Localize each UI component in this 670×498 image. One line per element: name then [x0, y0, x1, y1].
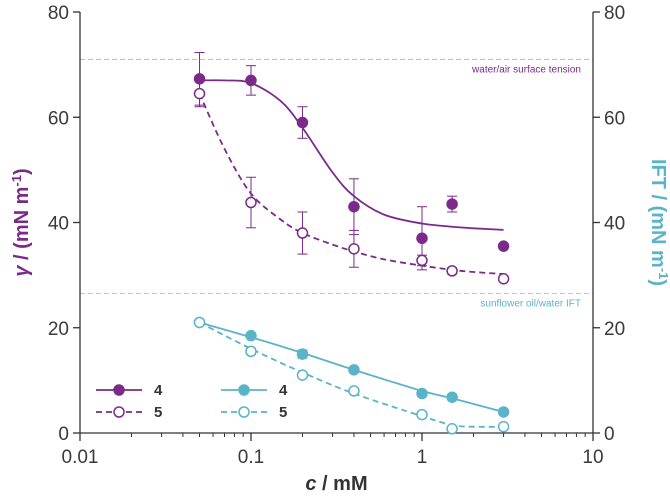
legend-label: 5 — [154, 404, 162, 421]
data-point — [348, 200, 360, 213]
y-tick-label-right: 80 — [604, 3, 625, 24]
reference-label: water/air surface tension — [471, 64, 581, 75]
x-axis-title-var: c — [305, 473, 316, 495]
data-point — [348, 243, 360, 255]
data-point — [296, 348, 309, 360]
data-point — [446, 423, 458, 435]
y-tick-label-left: 40 — [48, 214, 69, 235]
series-purple-4 — [193, 52, 510, 271]
legend-label: 5 — [279, 404, 287, 421]
data-point — [245, 74, 257, 87]
data-point — [416, 387, 428, 400]
legend-marker — [238, 384, 250, 396]
data-point — [193, 316, 206, 329]
left-axis-title-unit: / (mN m — [11, 187, 33, 266]
x-tick-label: 1 — [417, 447, 428, 468]
data-point — [296, 227, 309, 239]
data-point — [348, 364, 360, 376]
data-point — [497, 240, 510, 252]
data-point — [446, 391, 458, 403]
data-point — [416, 254, 428, 267]
legend-label: 4 — [279, 382, 288, 399]
right-axis-title-close: ) — [647, 279, 669, 286]
data-point — [245, 196, 257, 209]
legend-marker — [113, 384, 125, 396]
legend: 4 5 4 5 — [96, 382, 288, 421]
x-tick-label: 0.01 — [62, 447, 99, 468]
y-tick-label-left: 0 — [58, 424, 69, 445]
data-point — [416, 232, 428, 245]
axis-titles: c / mMγ / (mN m-1) IFT / (mN m-1) — [9, 159, 670, 495]
data-point — [497, 420, 510, 433]
right-axis-title-sup: -1 — [657, 268, 670, 280]
data-point — [245, 329, 257, 342]
axes: 0 0 20 20 40 40 60 60 80 80 0.01 0.1 1 10 — [48, 3, 625, 468]
legend-marker — [113, 406, 125, 418]
left-axis-title-sup: -1 — [9, 175, 24, 187]
left-axis-title: γ / (mN m-1) — [9, 168, 34, 276]
x-axis-title: c / mM — [305, 473, 367, 495]
right-axis-title-prefix: IFT / (mN m — [647, 159, 669, 268]
y-tick-label-left: 80 — [48, 3, 69, 24]
data-point — [497, 273, 510, 285]
series-blue-4 — [193, 316, 510, 418]
x-axis-title-unit: / mM — [317, 473, 368, 495]
series-purple-5 — [193, 79, 510, 285]
y-tick-label-right: 60 — [604, 108, 625, 129]
data-point — [446, 265, 458, 277]
x-tick-label: 10 — [582, 447, 603, 468]
data-series — [193, 52, 510, 435]
data-point — [296, 369, 309, 381]
data-point — [245, 345, 257, 358]
y-tick-label-right: 40 — [604, 214, 625, 235]
data-point — [446, 198, 458, 210]
series-blue-5 — [193, 316, 510, 435]
y-tick-label-right: 0 — [604, 424, 615, 445]
x-tick-label: 0.1 — [238, 447, 264, 468]
y-tick-label-right: 20 — [604, 319, 625, 340]
y-tick-label-left: 60 — [48, 108, 69, 129]
reference-lines: water/air surface tension sunflower oil/w… — [80, 58, 593, 310]
y-tick-label-left: 20 — [48, 319, 69, 340]
legend-marker — [238, 406, 250, 418]
legend-label: 4 — [154, 382, 163, 399]
data-point — [348, 385, 360, 397]
data-point — [193, 87, 206, 100]
data-point — [416, 408, 428, 421]
left-axis-title-close: ) — [11, 168, 33, 175]
right-axis-title: IFT / (mN m-1) — [647, 159, 670, 286]
reference-label: sunflower oil/water IFT — [480, 299, 581, 310]
left-axis-title-var: γ — [11, 264, 33, 277]
data-point — [497, 406, 510, 418]
data-point — [296, 116, 309, 129]
